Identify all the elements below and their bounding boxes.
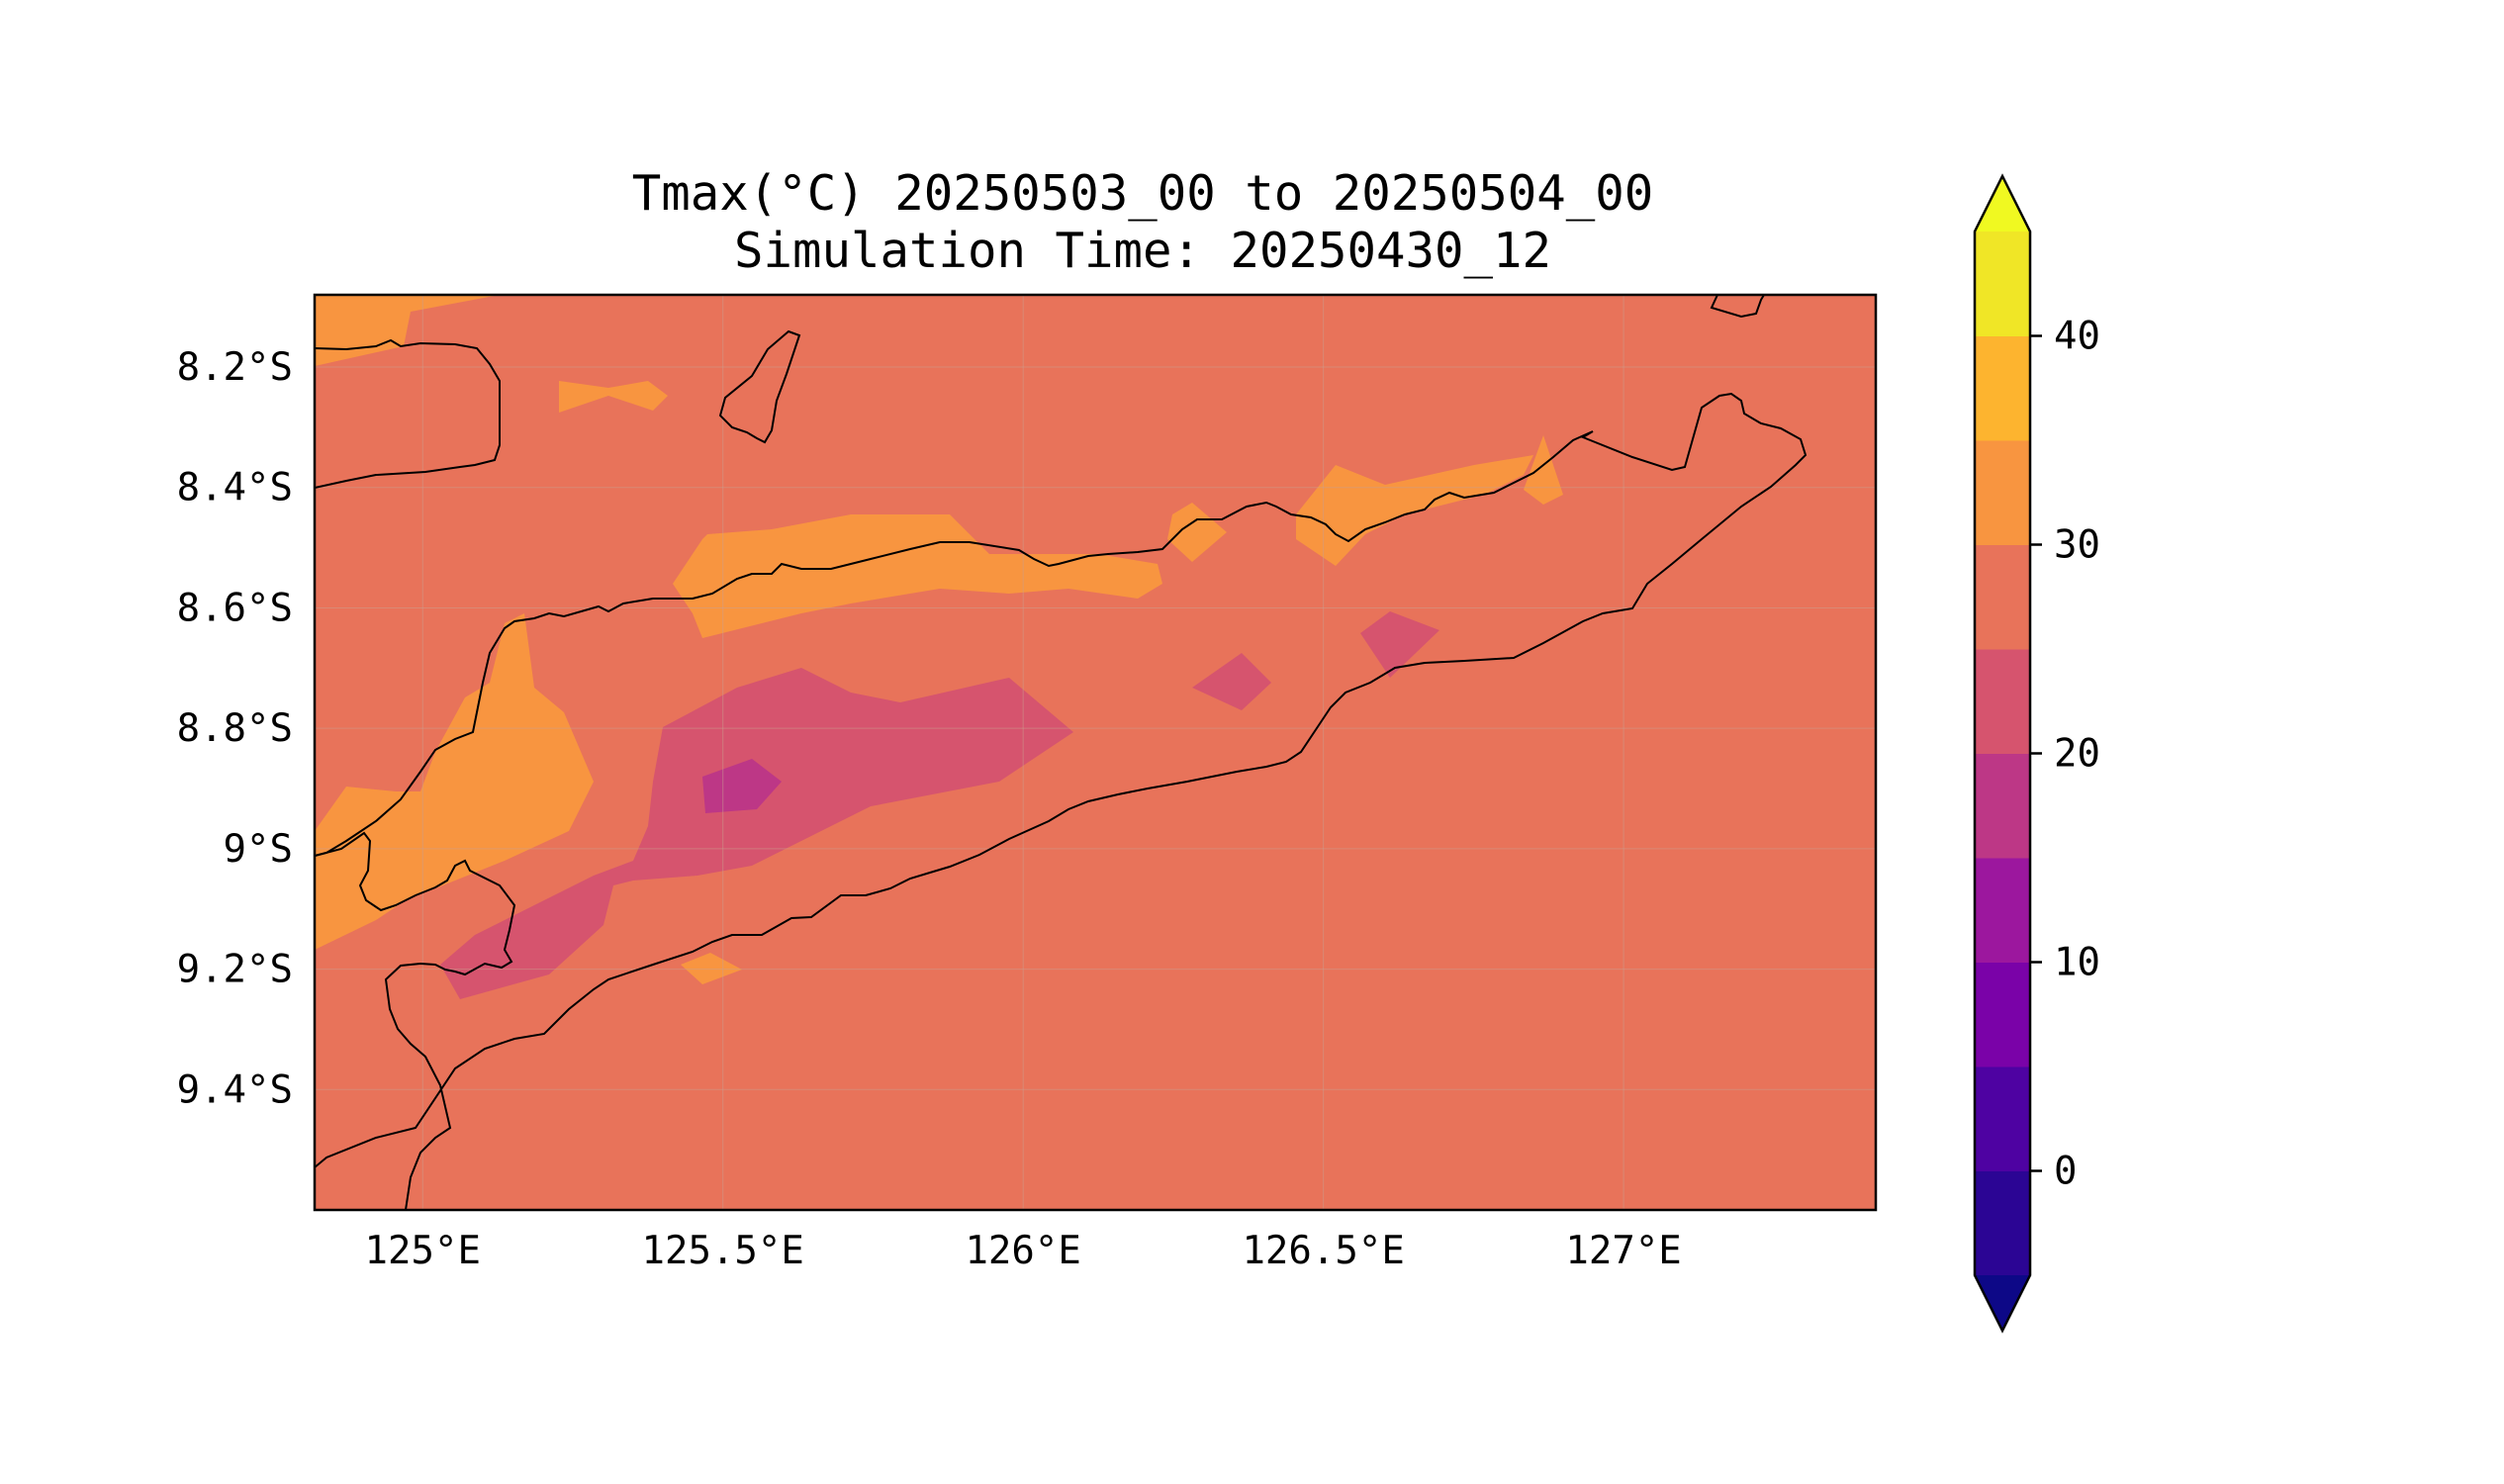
lat-tick-label: 9°S (224, 827, 293, 872)
colorbar-segment (1975, 1170, 2030, 1276)
colorbar-segment (1975, 649, 2030, 754)
colorbar: 0 10 20 30 40 (1973, 173, 2100, 1334)
lat-tick-label: 8.8°S (177, 706, 293, 751)
coastline-wetar-tip (1710, 295, 1765, 319)
map-panel: 8.2°S8.4°S8.6°S8.8°S9°S9.2°S9.4°S 125°E 1… (177, 293, 1878, 1273)
colorbar-segment (1975, 335, 2030, 441)
colorbar-tick-label: 30 (2054, 523, 2100, 568)
colorbar-over-extension (1975, 176, 2030, 232)
lat-tick-label: 8.6°S (177, 586, 293, 630)
lat-tick-label: 8.4°S (177, 466, 293, 510)
colorbar-tick-label: 10 (2054, 941, 2100, 985)
lat-tick-label: 8.2°S (177, 345, 293, 390)
map-gridlines (315, 295, 1876, 1210)
coastlines (315, 295, 1808, 1210)
contour-band-20-25 (440, 611, 1439, 999)
title-line-1: Tmax(°C) 20250503_00 to 20250504_00 (632, 165, 1654, 222)
colorbar-segment (1975, 440, 2030, 545)
temperature-contours (315, 295, 1563, 999)
lat-tick-label: 9.4°S (177, 1067, 293, 1112)
colorbar-segment (1975, 1067, 2030, 1171)
lon-tick-label: 127°E (1565, 1229, 1681, 1273)
title-line-2: Simulation Time: 20250430_12 (734, 223, 1551, 279)
longitude-tick-labels: 125°E 125.5°E 126°E 126.5°E 127°E (365, 1229, 1682, 1273)
map-frame (313, 293, 1878, 1212)
colorbar-tick-label: 0 (2054, 1150, 2077, 1194)
colorbar-outline (1973, 173, 2032, 1334)
lon-tick-label: 126.5°E (1242, 1229, 1404, 1273)
contour-band-30-35 (315, 295, 1563, 984)
colorbar-segment (1975, 232, 2030, 336)
coastline-alor (315, 338, 501, 489)
figure-title: Tmax(°C) 20250503_00 to 20250504_00 Simu… (632, 165, 1654, 279)
coastline-timor-main (315, 392, 1808, 1168)
colorbar-segment (1975, 962, 2030, 1067)
colorbar-under-extension (1975, 1275, 2030, 1331)
colorbar-segment (1975, 753, 2030, 859)
latitude-tick-labels: 8.2°S 8.4°S 8.6°S 8.8°S 9°S 9.2°S 9.4°S (177, 345, 293, 1112)
colorbar-tick-label: 20 (2054, 732, 2100, 777)
colorbar-tick-label: 40 (2054, 315, 2100, 359)
lon-tick-label: 125.5°E (642, 1229, 804, 1273)
contour-band-15-20 (702, 759, 782, 813)
colorbar-segment (1975, 858, 2030, 963)
colorbar-segment (1975, 544, 2030, 650)
lon-tick-label: 125°E (365, 1229, 481, 1273)
coastline-atauro (718, 329, 801, 444)
lon-tick-label: 126°E (965, 1229, 1080, 1273)
coastline-timor-west-tip (315, 831, 516, 1210)
lat-tick-label: 9.2°S (177, 948, 293, 992)
